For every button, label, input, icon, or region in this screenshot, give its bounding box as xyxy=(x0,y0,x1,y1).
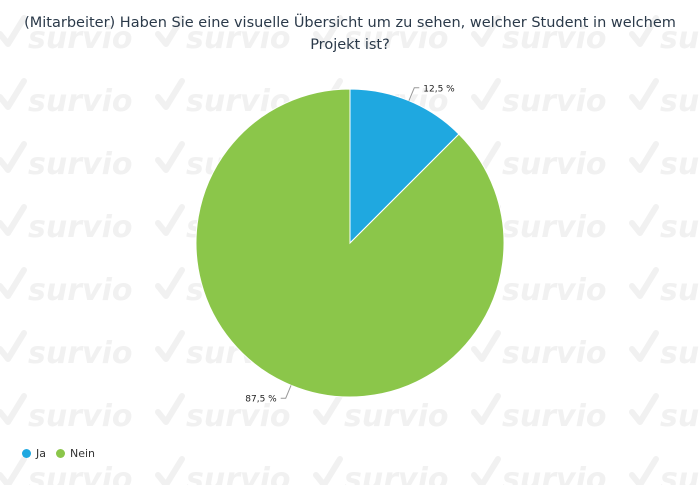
legend-item-ja[interactable]: Ja xyxy=(22,447,46,460)
pie-slice-nein[interactable] xyxy=(195,88,505,398)
legend-label-ja: Ja xyxy=(36,447,46,460)
legend-item-nein[interactable]: Nein xyxy=(56,447,95,460)
legend-marker-nein xyxy=(56,449,65,458)
legend-label-nein: Nein xyxy=(70,447,96,460)
chart-title: (Mitarbeiter) Haben Sie eine visuelle Üb… xyxy=(24,15,676,53)
pie-slice-ja[interactable] xyxy=(349,88,460,245)
data-label-nein: 87,5 % xyxy=(245,395,277,405)
chart-legend: Ja Nein xyxy=(22,447,105,460)
label-leader-line xyxy=(280,385,292,399)
legend-marker-ja xyxy=(22,449,31,458)
data-label-ja: 12,5 % xyxy=(423,84,455,94)
label-leader-line xyxy=(408,87,420,101)
